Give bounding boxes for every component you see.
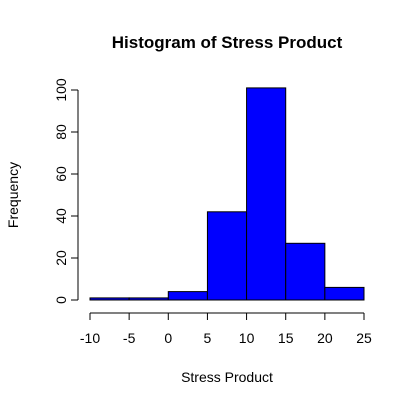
bars-group [89, 87, 365, 301]
x-tick-label: 15 [278, 330, 294, 346]
histogram-bar [167, 291, 208, 301]
y-tick-label: 80 [53, 124, 69, 140]
y-tick-label: 20 [53, 250, 69, 266]
histogram-bar [324, 286, 365, 301]
x-tick-label: 20 [317, 330, 333, 346]
x-tick-label: -10 [80, 330, 100, 346]
x-tick-label: 25 [356, 330, 372, 346]
y-axis-label: Frequency [5, 162, 21, 228]
x-tick-label: 5 [204, 330, 212, 346]
x-tick-label: -5 [123, 330, 136, 346]
histogram-bar [128, 297, 169, 301]
histogram-bar [246, 87, 287, 301]
y-tick-label: 60 [53, 166, 69, 182]
x-axis: -10 -5 0 5 10 15 20 25 [80, 312, 372, 346]
x-tick-label: 10 [239, 330, 255, 346]
y-tick-label: 100 [53, 78, 69, 102]
y-axis: 0 20 40 60 80 100 [53, 78, 79, 304]
x-axis-label: Stress Product [181, 369, 273, 385]
y-tick-label: 40 [53, 208, 69, 224]
chart-title: Histogram of Stress Product [112, 33, 343, 52]
histogram-bar [285, 242, 326, 301]
histogram-bar [206, 211, 248, 301]
x-tick-label: 0 [164, 330, 172, 346]
histogram-bar [89, 297, 130, 301]
y-tick-label: 0 [53, 296, 69, 304]
